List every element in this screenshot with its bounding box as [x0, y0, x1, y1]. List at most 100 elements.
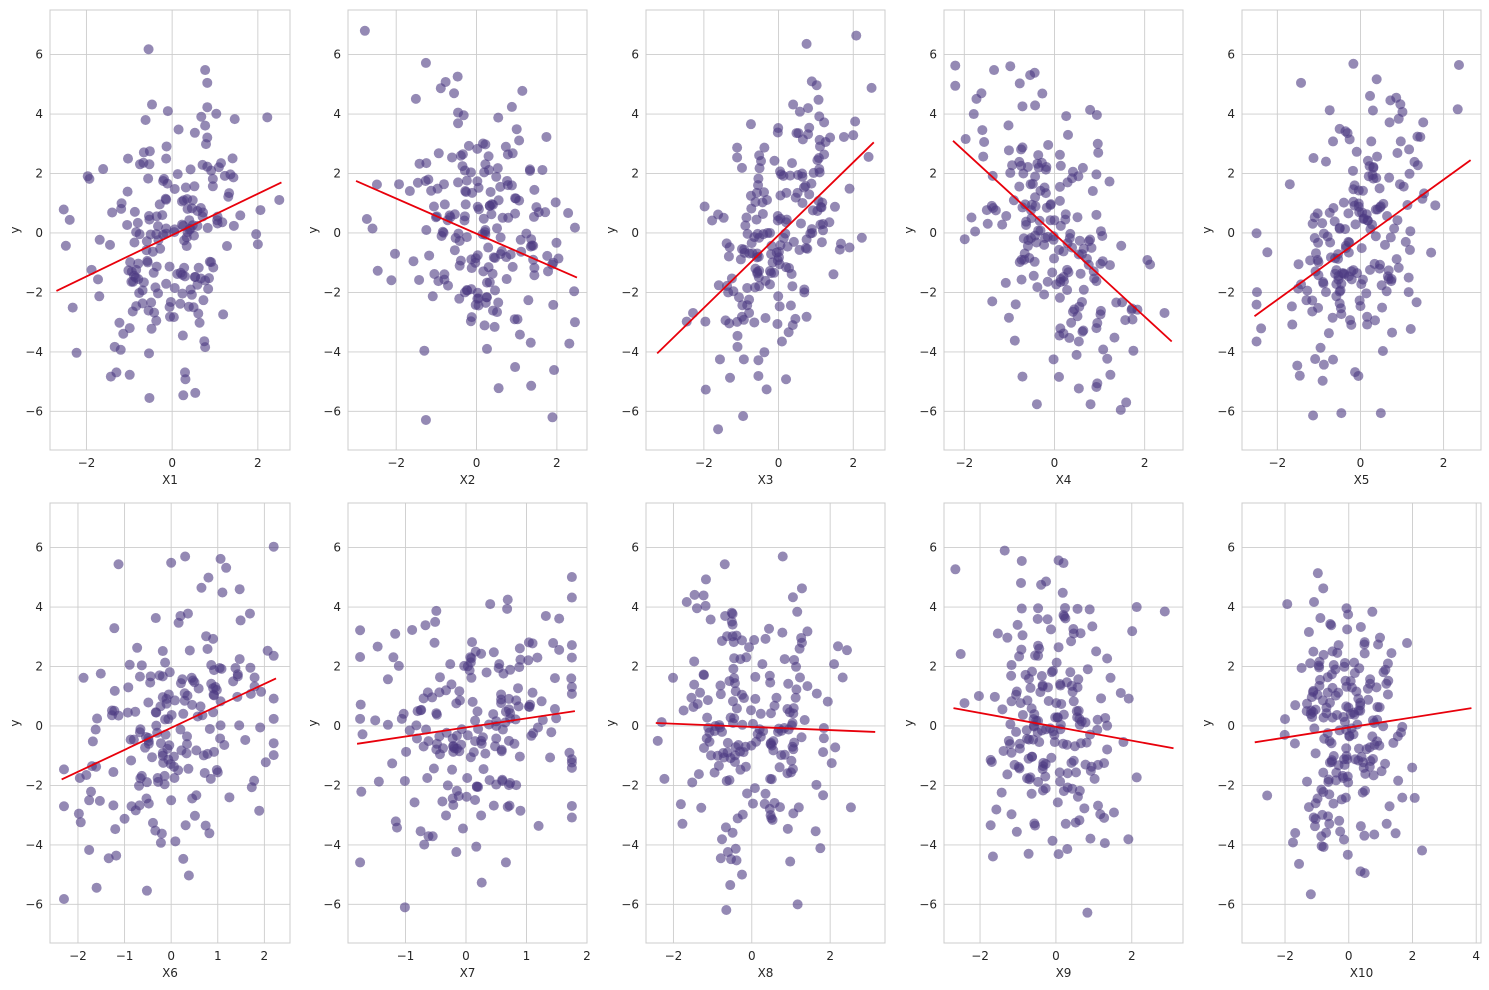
scatter-point — [1067, 783, 1078, 794]
scatter-point — [1006, 747, 1017, 758]
scatter-point — [1006, 660, 1017, 671]
scatter-point — [566, 812, 577, 823]
scatter-point — [1027, 751, 1038, 762]
scatter-point — [481, 292, 492, 303]
y-tick-label: 4 — [929, 107, 937, 121]
scatter-point — [1314, 680, 1325, 691]
scatter-point — [1002, 632, 1013, 643]
scatter-point — [527, 638, 538, 649]
scatter-point — [659, 773, 670, 784]
scatter-point — [1324, 789, 1335, 800]
regression-line — [1254, 707, 1472, 744]
y-tick-label: −4 — [323, 838, 341, 852]
scatter-point — [802, 681, 813, 692]
scatter-point — [1091, 209, 1102, 220]
scatter-point — [791, 684, 802, 695]
x-tick-label: 0 — [1357, 456, 1365, 470]
scatter-point — [419, 345, 430, 356]
y-tick-label: 4 — [35, 600, 43, 614]
scatter-point — [851, 30, 862, 41]
scatter-point — [1342, 624, 1353, 635]
scatter-point — [268, 713, 279, 724]
scatter-point — [1030, 820, 1041, 831]
scatter-point — [801, 311, 812, 322]
scatter-point — [470, 795, 481, 805]
scatter-point — [738, 411, 749, 422]
scatter-point — [750, 671, 761, 682]
scatter-point — [787, 281, 798, 292]
x-tick-label: −2 — [387, 456, 405, 470]
x-tick-label: 0 — [1052, 949, 1060, 963]
scatter-point — [960, 134, 971, 145]
scatter-point — [1388, 737, 1399, 748]
scatter-point — [1046, 752, 1057, 763]
scatter-point — [134, 671, 145, 682]
scatter-point — [235, 210, 246, 221]
scatter-point — [1072, 712, 1083, 723]
x-tick-label: 0 — [1051, 456, 1059, 470]
scatter-point — [774, 259, 785, 270]
scatter-point — [1349, 180, 1360, 191]
scatter-point — [198, 750, 209, 761]
scatter-point — [782, 241, 793, 252]
scatter-point — [753, 355, 764, 366]
scatter-point — [563, 208, 574, 219]
scatter-point — [1074, 785, 1085, 796]
scatter-point — [769, 155, 780, 166]
scatter-point — [973, 690, 984, 701]
scatter-point — [1374, 183, 1385, 194]
scatter-point — [1262, 247, 1273, 258]
scatter-point — [473, 293, 484, 304]
scatter-point — [769, 700, 780, 711]
scatter-point — [135, 724, 146, 735]
scatter-point — [150, 613, 161, 624]
scatter-point — [162, 178, 173, 189]
scatter-point — [355, 699, 366, 710]
scatter-point — [439, 274, 450, 285]
scatter-point — [787, 320, 798, 331]
scatter-point — [160, 657, 171, 668]
scatter-point — [1055, 160, 1066, 171]
scatter-point — [1328, 136, 1339, 147]
scatter-point — [1374, 740, 1385, 751]
y-tick-label: −4 — [621, 345, 639, 359]
scatter-point — [1368, 162, 1379, 173]
scatter-point — [838, 131, 849, 142]
scatter-point — [1045, 200, 1056, 211]
scatter-point — [470, 257, 481, 268]
scatter-point — [724, 242, 735, 253]
scatter-point — [950, 60, 961, 71]
scatter-point — [705, 614, 716, 625]
scatter-point — [161, 153, 172, 164]
subplot-8: −2 0 2 −6 −4 −2 0 2 4 6 X8 y — [604, 502, 886, 980]
y-tick-label: 0 — [35, 226, 43, 240]
scatter-point — [196, 111, 207, 122]
y-tick-label: −2 — [621, 778, 639, 792]
scatter-point — [67, 302, 78, 313]
scatter-point — [1305, 889, 1316, 900]
scatter-point — [541, 131, 552, 142]
scatter-point — [372, 265, 383, 276]
scatter-point — [58, 894, 69, 904]
scatter-point — [779, 654, 790, 665]
scatter-point — [1005, 739, 1016, 750]
scatter-point — [466, 672, 477, 683]
scatter-point — [523, 655, 534, 666]
scatter-point — [1053, 555, 1064, 566]
scatter-points — [681, 30, 877, 435]
scatter-point — [199, 336, 210, 347]
scatter-point — [728, 637, 739, 648]
scatter-point — [274, 194, 285, 205]
scatter-point — [479, 320, 490, 331]
scatter-point — [1405, 324, 1416, 334]
scatter-point — [493, 663, 504, 673]
scatter-point — [1316, 841, 1327, 852]
scatter-point — [760, 788, 771, 799]
scatter-point — [717, 635, 728, 646]
scatter-point — [1317, 375, 1328, 386]
scatter-points — [1251, 58, 1464, 421]
scatter-point — [445, 212, 456, 223]
regression-line — [356, 710, 576, 745]
scatter-point — [1053, 244, 1064, 255]
scatter-point — [1128, 345, 1139, 356]
